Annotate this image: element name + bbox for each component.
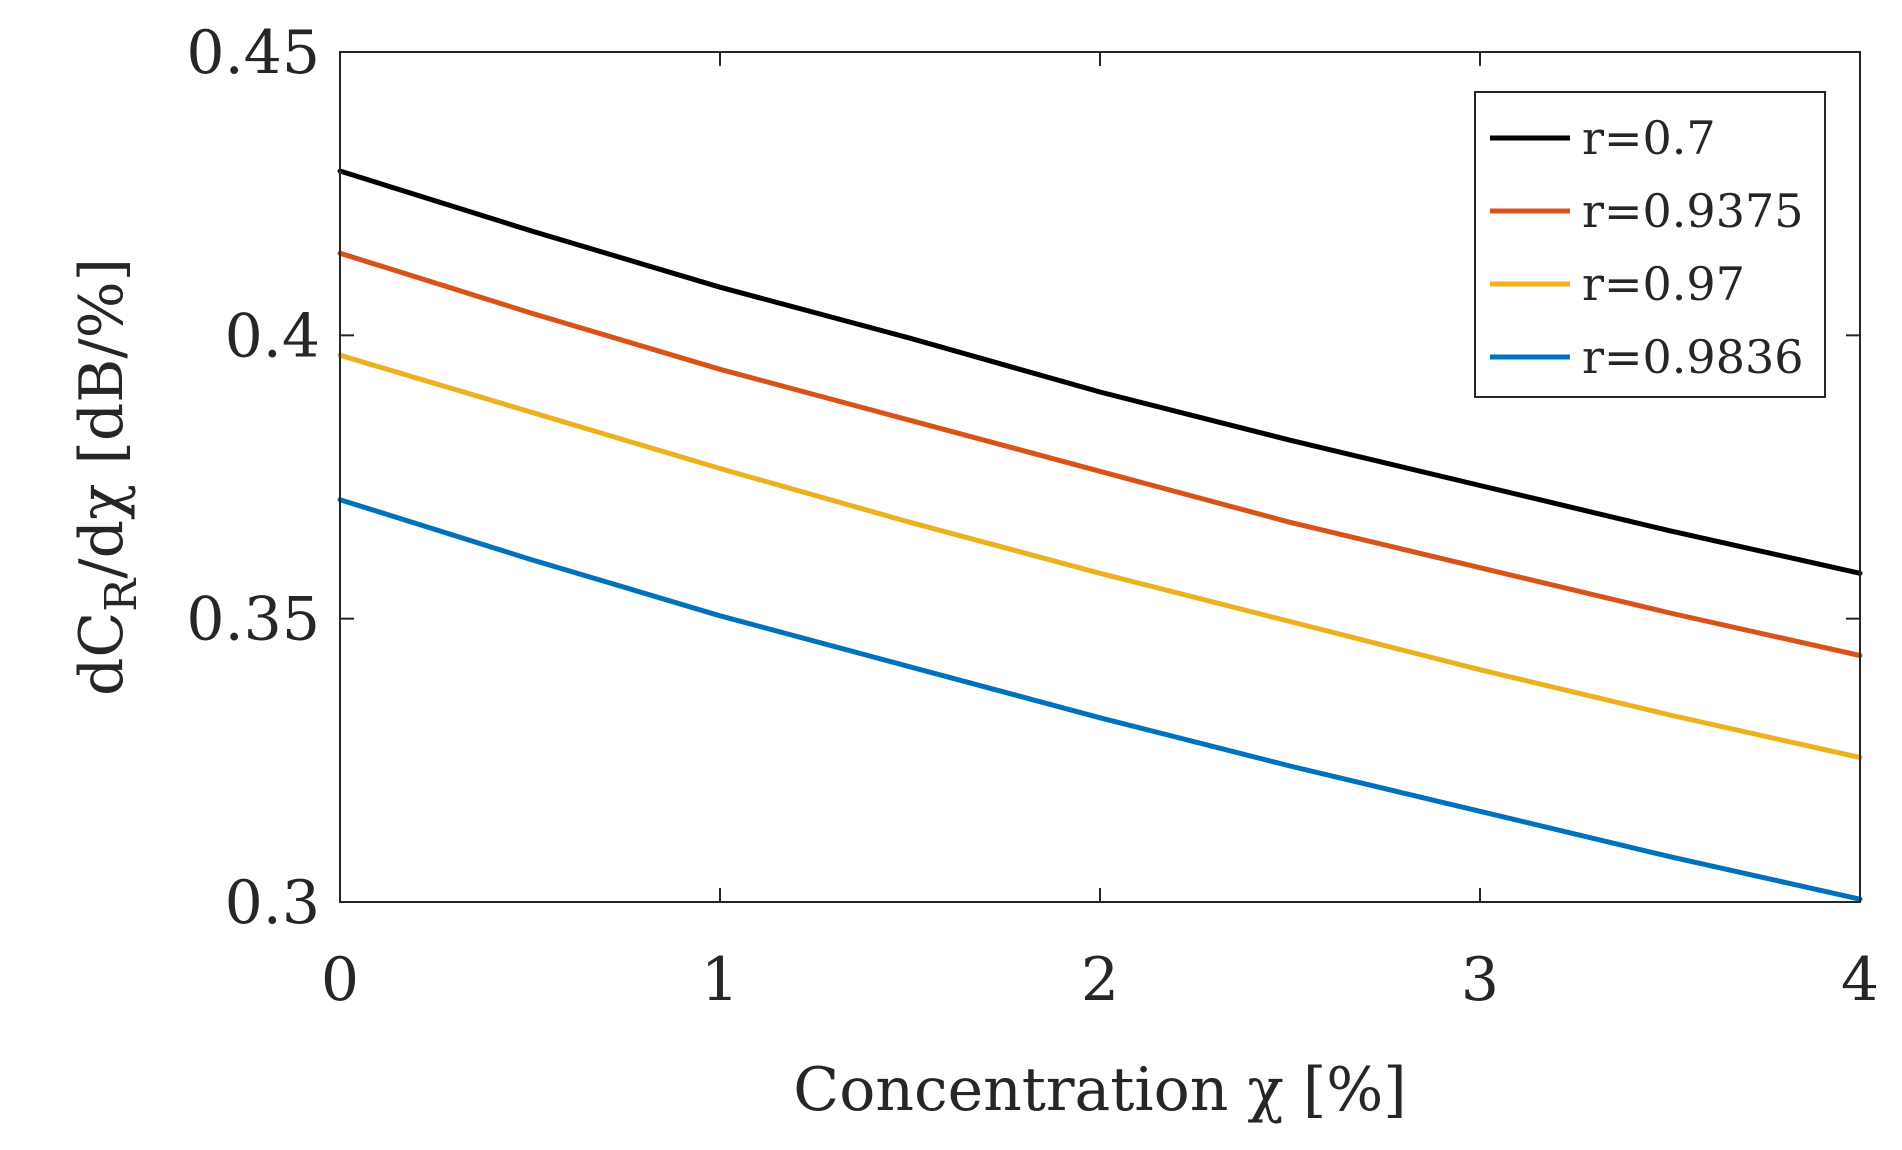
legend: r=0.7 r=0.9375 r=0.97 r=0.9836 [1474, 91, 1826, 398]
x-tick-label: 2 [1081, 945, 1119, 1015]
series-line-2 [337, 250, 1863, 658]
y-tick-label: 0.4 [225, 301, 320, 371]
y-tick-label: 0.35 [186, 585, 320, 655]
legend-label-3: r=0.97 [1582, 257, 1745, 311]
y-tick-label: 0.3 [225, 868, 320, 938]
series-line-1 [337, 168, 1863, 576]
series-line-3 [337, 352, 1863, 760]
legend-box [1474, 91, 1826, 398]
x-axis-label: Concentration χ [%] [793, 1055, 1406, 1125]
y-tick-label: 0.45 [186, 18, 320, 88]
y-axis-ticks: 0.3 0.35 0.4 0.45 [186, 18, 1860, 938]
legend-label-1: r=0.7 [1582, 111, 1716, 165]
x-tick-label: 1 [701, 945, 739, 1015]
series-lines [337, 168, 1863, 902]
y-axis-label-subscript: R [96, 577, 147, 612]
y-axis-label-part-b: /dχ [dB/%] [67, 258, 137, 579]
x-tick-label: 4 [1841, 945, 1879, 1015]
legend-label-4: r=0.9836 [1582, 330, 1804, 384]
y-axis-label-part-a: dC [67, 612, 137, 696]
series-line-4 [337, 497, 1863, 902]
legend-label-2: r=0.9375 [1582, 184, 1804, 238]
x-tick-label: 3 [1461, 945, 1499, 1015]
x-tick-label: 0 [321, 945, 359, 1015]
y-axis-label: dCR/dχ [dB/%] [67, 258, 147, 696]
x-axis-ticks: 0 1 2 3 4 [321, 52, 1879, 1015]
